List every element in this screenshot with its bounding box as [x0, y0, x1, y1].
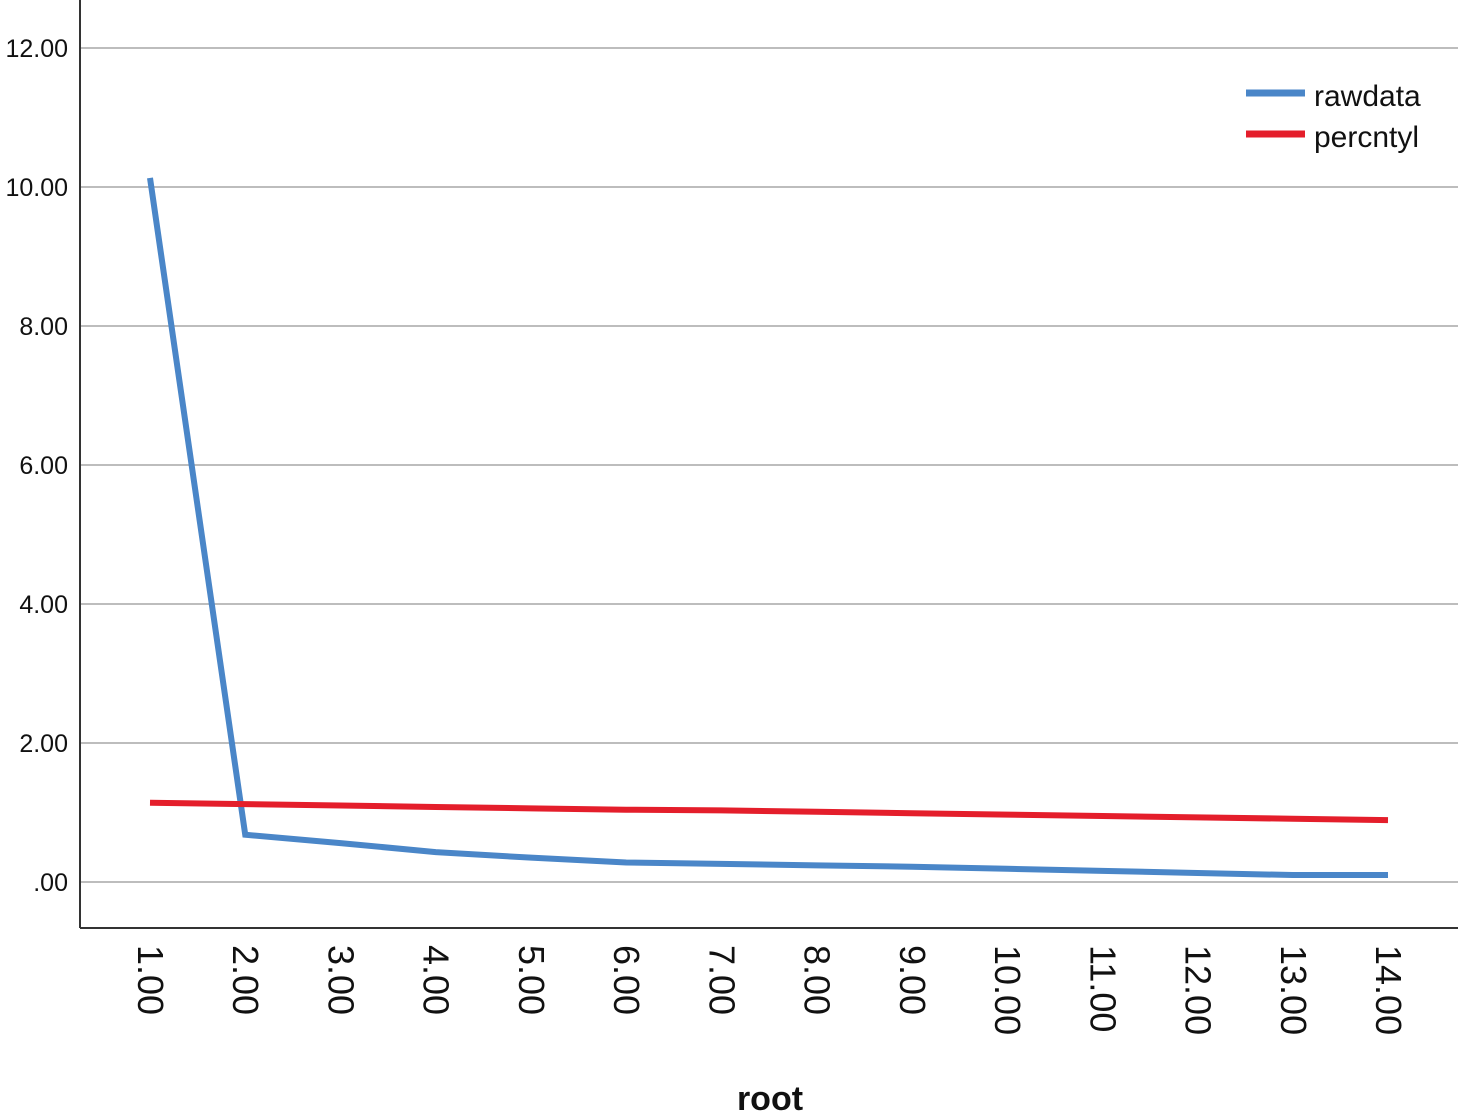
- x-tick-label: 4.00: [416, 945, 457, 1015]
- x-tick-label: 11.00: [1082, 945, 1123, 1032]
- y-tick-label: 8.00: [19, 313, 68, 341]
- y-tick-label: 6.00: [19, 452, 68, 480]
- legend-label: rawdata: [1314, 80, 1421, 113]
- x-tick-label: 1.00: [130, 945, 171, 1015]
- y-tick-label: 10.00: [5, 174, 68, 202]
- x-tick-label: 2.00: [225, 945, 266, 1015]
- x-tick-label: 6.00: [606, 945, 647, 1015]
- x-tick-label: 12.00: [1178, 945, 1219, 1035]
- y-tick-label: 2.00: [19, 730, 68, 758]
- legend-label: percntyl: [1314, 121, 1419, 154]
- series-line-rawdata: [147, 177, 1388, 879]
- x-tick-label: 7.00: [701, 945, 742, 1015]
- y-tick-label: .00: [33, 869, 68, 897]
- x-tick-label: 9.00: [892, 945, 933, 1015]
- x-tick-label: 14.00: [1368, 945, 1409, 1035]
- x-tick-label: 5.00: [511, 945, 552, 1015]
- y-tick-label: 4.00: [19, 591, 68, 619]
- x-tick-label: 13.00: [1273, 945, 1314, 1035]
- y-tick-label: 12.00: [5, 35, 68, 63]
- x-tick-label: 8.00: [797, 945, 838, 1015]
- x-axis-label: root: [737, 1080, 803, 1113]
- x-tick-label: 3.00: [320, 945, 361, 1015]
- series-line-percntyl: [149, 799, 1389, 824]
- x-tick-label: 10.00: [987, 945, 1028, 1035]
